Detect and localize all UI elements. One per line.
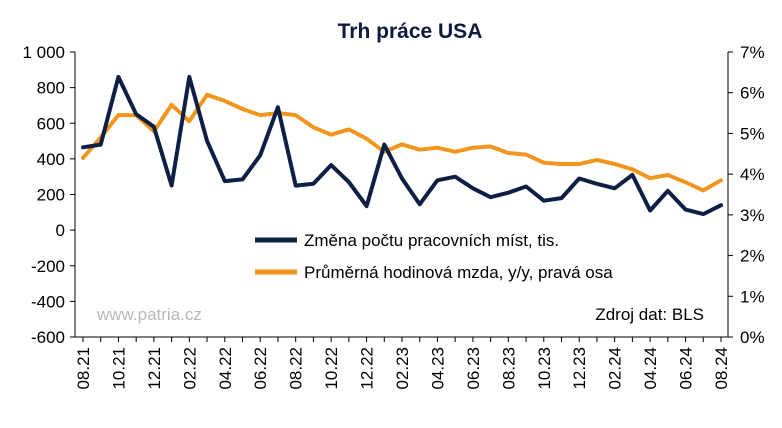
right-y-tick-label: 5%: [740, 124, 765, 143]
left-y-tick-label: 800: [37, 79, 65, 98]
left-y-tick-label: 400: [37, 150, 65, 169]
chart-title: Trh práce USA: [338, 20, 483, 43]
x-tick-label: 10.23: [535, 347, 554, 390]
x-tick-label: 10.22: [322, 347, 341, 390]
left-y-tick-label: 1 000: [22, 43, 65, 62]
left-y-tick-label: 200: [37, 186, 65, 205]
legend-label: Průměrná hodinová mzda, y/y, pravá osa: [304, 263, 613, 282]
x-tick-label: 02.22: [180, 347, 199, 390]
right-y-tick-label: 6%: [740, 84, 765, 103]
source-note: Zdroj dat: BLS: [595, 305, 704, 324]
left-y-tick-label: -400: [31, 292, 65, 311]
legend-label: Změna počtu pracovních míst, tis.: [304, 231, 559, 250]
x-tick-label: 08.21: [74, 347, 93, 390]
x-tick-label: 12.23: [570, 347, 589, 390]
series-line-wages: [81, 92, 723, 193]
left-y-tick-label: 600: [37, 114, 65, 133]
x-tick-label: 10.21: [109, 347, 128, 390]
x-tick-label: 02.24: [606, 347, 625, 390]
x-tick-label: 04.22: [216, 347, 235, 390]
right-y-tick-label: 4%: [740, 165, 765, 184]
series-line-jobs: [81, 74, 723, 217]
right-y-tick-label: 7%: [740, 43, 765, 62]
right-y-tick-label: 2%: [740, 247, 765, 266]
right-y-tick-label: 0%: [740, 328, 765, 347]
x-tick-label: 04.24: [641, 347, 660, 390]
x-tick-label: 06.24: [677, 347, 696, 390]
axes: 1 000 800 600 400 200 0 -200 -400 -600 7% 6% 5% 4% 3%…: [22, 43, 764, 390]
x-tick-label: 02.23: [393, 347, 412, 390]
x-tick-label: 06.23: [464, 347, 483, 390]
left-y-tick-label: -600: [31, 328, 65, 347]
x-tick-label: 06.22: [251, 347, 270, 390]
left-y-tick-label: -200: [31, 257, 65, 276]
x-tick-label: 08.24: [712, 347, 731, 390]
watermark: www.patria.cz: [96, 305, 202, 324]
x-tick-label: 08.22: [287, 347, 306, 390]
legend: Změna počtu pracovních míst, tis. Průměrn…: [255, 231, 613, 282]
x-tick-label: 04.23: [428, 347, 447, 390]
x-tick-label: 08.23: [499, 347, 518, 390]
right-y-tick-label: 1%: [740, 287, 765, 306]
x-tick-label: 12.21: [145, 347, 164, 390]
left-y-tick-label: 0: [56, 221, 65, 240]
x-tick-label: 12.22: [358, 347, 377, 390]
right-y-tick-label: 3%: [740, 206, 765, 225]
series-layer: [81, 74, 723, 217]
